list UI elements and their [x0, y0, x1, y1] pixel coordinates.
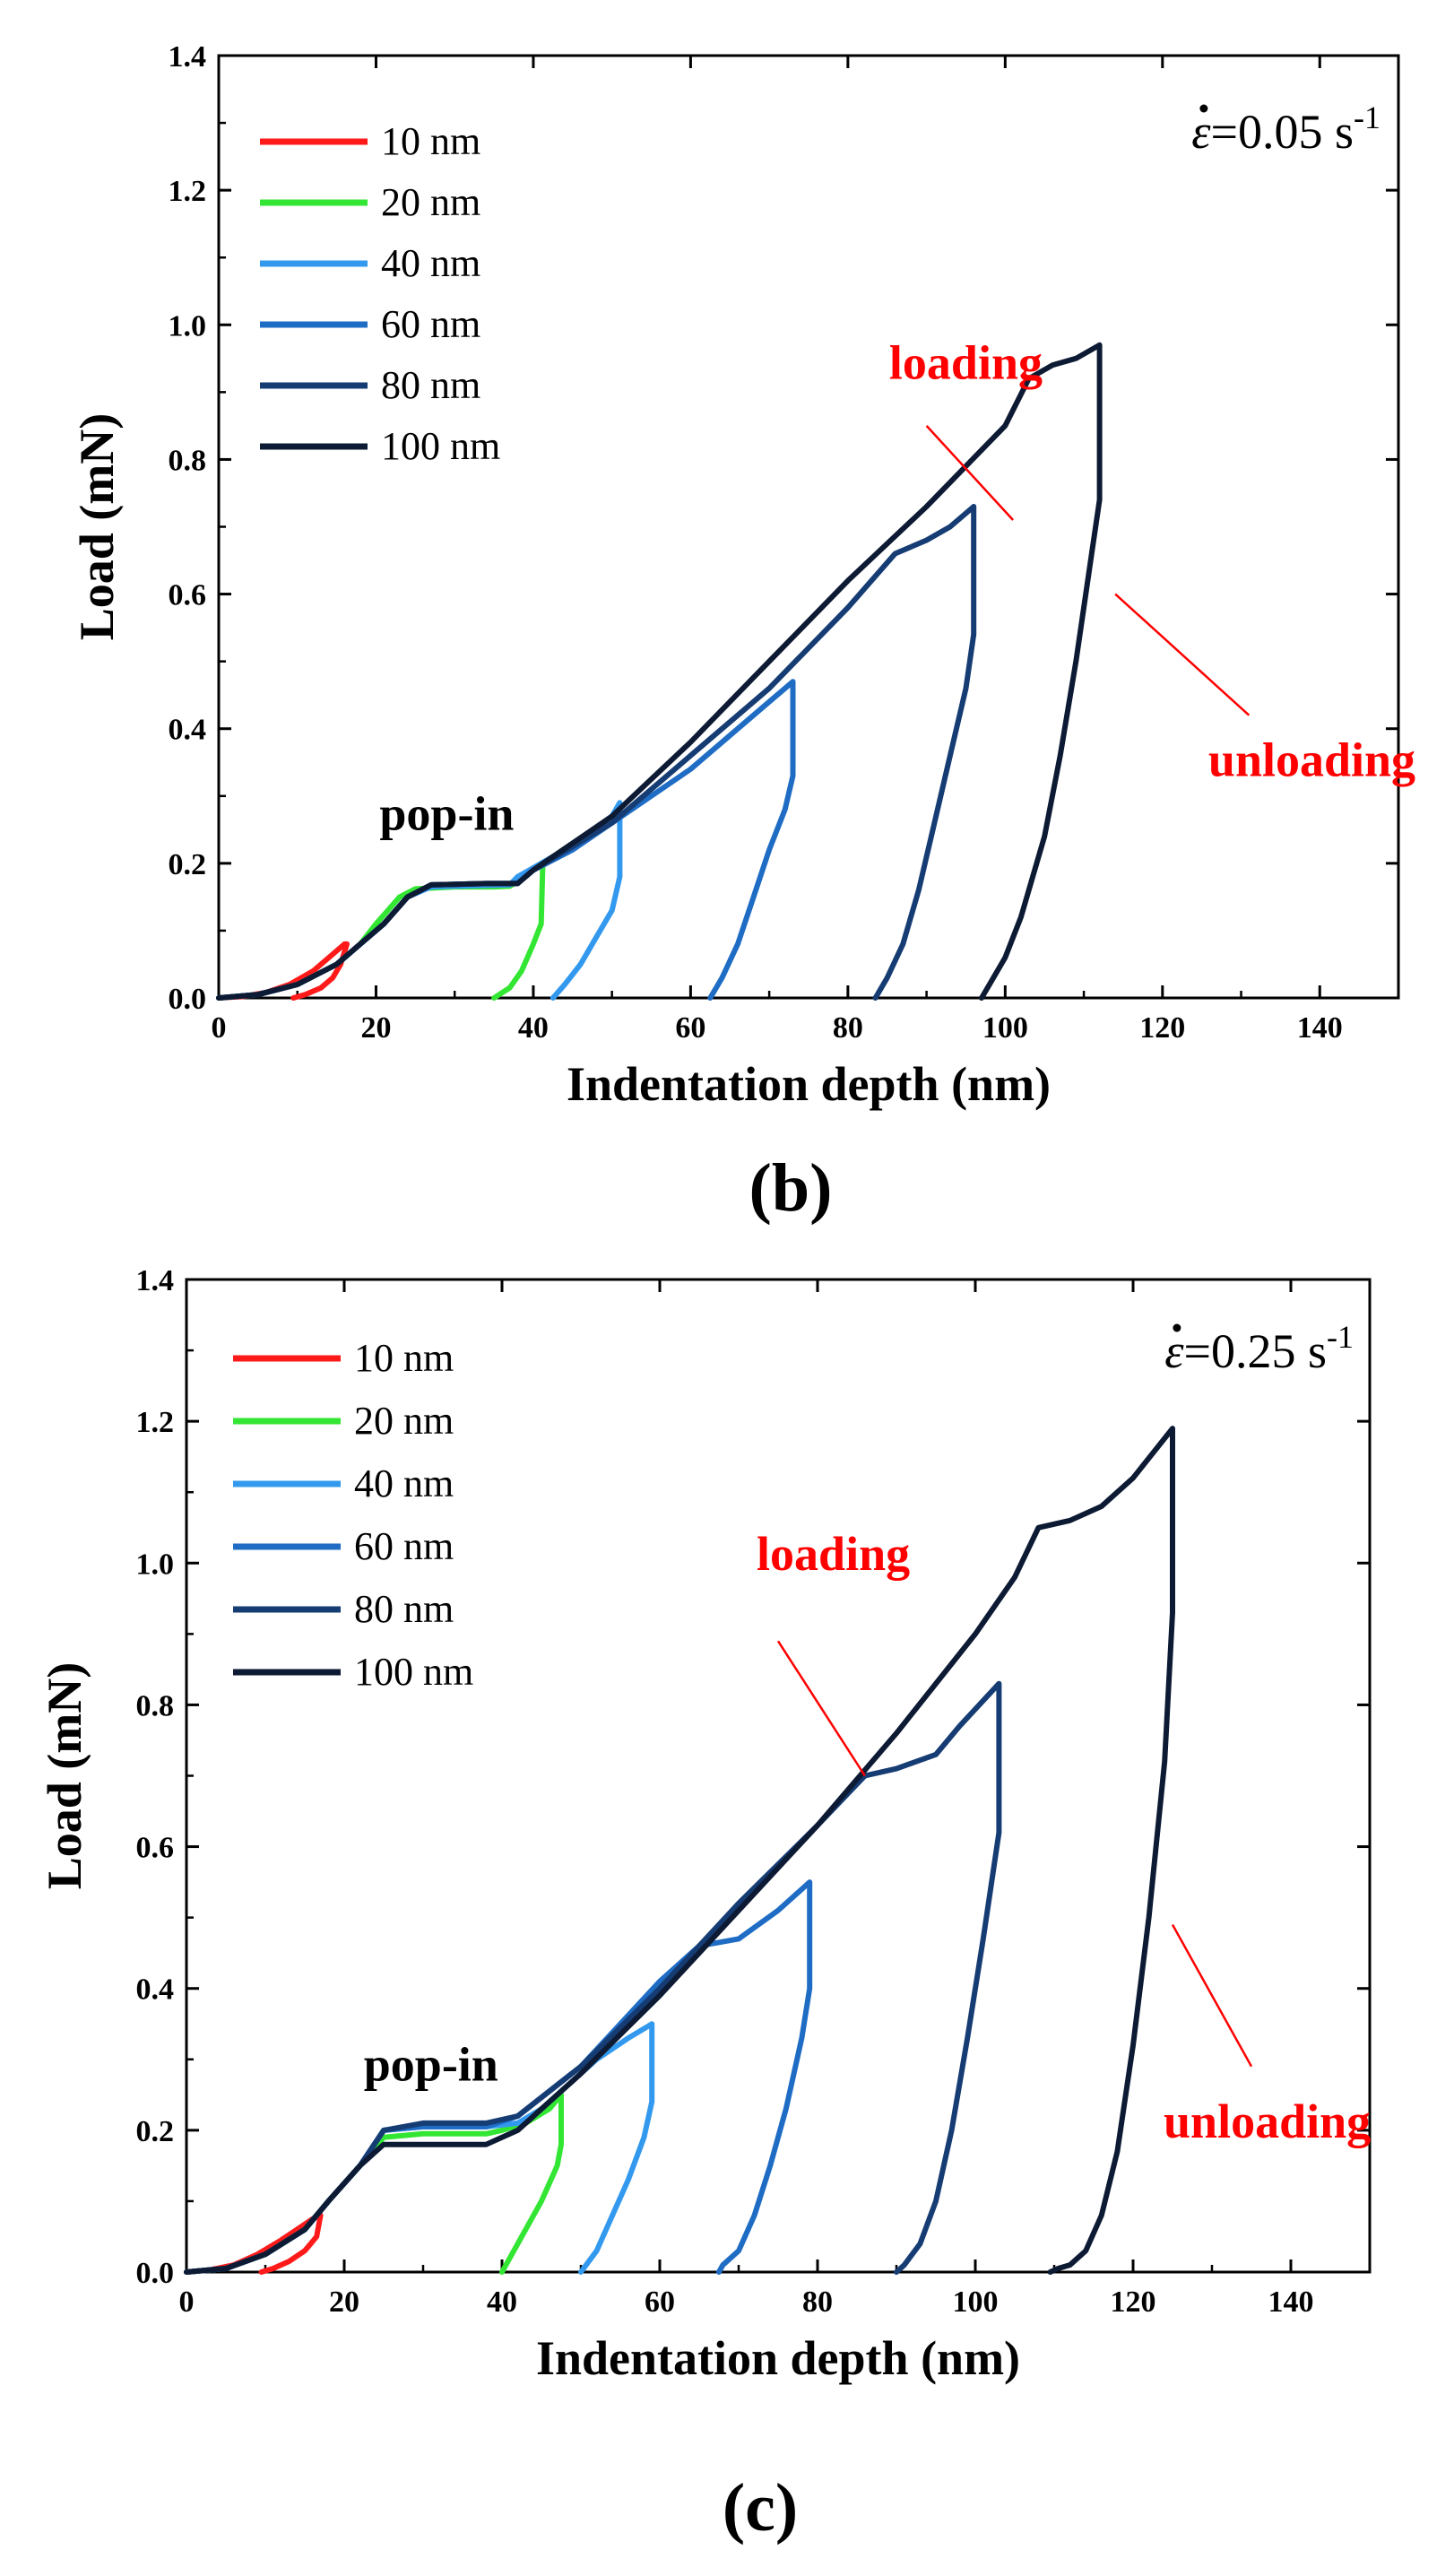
x-axis-label: Indentation depth (nm) [567, 1057, 1051, 1111]
annotation-pop-in: pop-in [379, 786, 514, 840]
legend-entry: 10 nm [354, 1336, 454, 1380]
x-tick-label: 0 [179, 2285, 195, 2319]
strain-rate-exponent: -1 [1327, 1319, 1354, 1355]
legend: 10 nm 20 nm 40 nm 60 nm 80 nm 100 nm [260, 119, 500, 468]
chart-panel-c: 0 20 40 60 80 100 120 140 0.0 0.2 0.4 0.6 0.8 1.0 1.2 1… [38, 1264, 1372, 2546]
x-tick-label: 40 [487, 2285, 517, 2319]
y-tick-label: 0.2 [169, 848, 207, 881]
x-tick-label: 100 [982, 1011, 1028, 1045]
y-tick-label: 0.4 [169, 714, 207, 747]
strain-rate-label: ε=0.25 s-1 [1164, 1319, 1354, 1378]
annotation-unloading: unloading [1164, 2095, 1371, 2148]
strain-rate-symbol: ε [1164, 1324, 1184, 1378]
y-tick-label: 0.0 [136, 2257, 175, 2290]
y-tick-label: 1.0 [136, 1548, 175, 1581]
x-axis-label: Indentation depth (nm) [536, 2331, 1020, 2385]
x-tick-label: 0 [212, 1011, 227, 1045]
y-axis-label: Load (mN) [38, 1662, 91, 1890]
y-tick-label: 0.6 [169, 579, 207, 612]
chart-panel-b: 0 20 40 60 80 100 120 140 0.0 0.2 0.4 0.6 0.8 1.0 1.2 1… [70, 40, 1415, 1226]
annotation-leader-line [776, 1640, 866, 1777]
legend-entry: 80 nm [381, 363, 480, 407]
y-tick-label: 0.4 [136, 1973, 175, 2007]
legend-entry: 60 nm [381, 302, 480, 346]
y-tick-label: 1.4 [169, 40, 207, 74]
strain-rate-dot [1173, 1323, 1181, 1332]
y-tick-label: 0.8 [169, 444, 207, 477]
y-tick-label: 1.0 [169, 309, 207, 343]
x-tick-label: 20 [329, 2285, 359, 2319]
annotation-leader-line [1114, 593, 1251, 716]
strain-rate-value: =0.05 s [1211, 105, 1354, 159]
strain-rate-dot [1199, 104, 1208, 113]
annotation-unloading: unloading [1208, 733, 1415, 786]
strain-rate-symbol: ε [1191, 105, 1211, 159]
legend-entry: 40 nm [354, 1461, 454, 1505]
x-tick-label: 40 [518, 1011, 549, 1045]
legend-entry: 100 nm [381, 424, 500, 468]
annotation-pop-in: pop-in [364, 2038, 498, 2092]
panel-label: (c) [723, 2470, 798, 2546]
annotation-leader-line [925, 425, 1015, 521]
x-tick-label: 80 [833, 1011, 863, 1045]
legend-entry: 40 nm [381, 241, 480, 285]
legend-entry: 100 nm [354, 1650, 473, 1694]
y-tick-label: 1.2 [136, 1406, 175, 1439]
annotation-leader-line [1171, 1923, 1253, 2068]
x-tick-label: 100 [953, 2285, 999, 2319]
x-tick-label: 80 [802, 2285, 833, 2319]
y-tick-label: 0.8 [136, 1689, 175, 1722]
legend: 10 nm 20 nm 40 nm 60 nm 80 nm 100 nm [233, 1336, 473, 1694]
legend-entry: 80 nm [354, 1587, 454, 1631]
series-line-100-nm [216, 342, 1103, 1001]
y-tick-label: 0.2 [136, 2115, 175, 2148]
y-tick-label: 1.4 [136, 1264, 175, 1297]
y-tick-label: 0.0 [169, 983, 207, 1016]
strain-rate-label: ε=0.05 s-1 [1191, 100, 1380, 159]
y-tick-label: 0.6 [136, 1832, 175, 1865]
legend-entry: 60 nm [354, 1524, 454, 1568]
strain-rate-exponent: -1 [1354, 100, 1380, 135]
x-tick-label: 140 [1268, 2285, 1314, 2319]
annotation-loading: loading [889, 335, 1043, 389]
y-tick-label: 1.2 [169, 175, 207, 208]
x-tick-label: 120 [1139, 1011, 1185, 1045]
annotation-loading: loading [757, 1527, 910, 1581]
legend-entry: 20 nm [381, 180, 480, 224]
panel-label: (b) [749, 1150, 833, 1226]
x-tick-label: 60 [645, 2285, 675, 2319]
y-axis-label: Load (mN) [70, 413, 124, 641]
x-tick-label: 120 [1111, 2285, 1156, 2319]
legend-entry: 20 nm [354, 1399, 454, 1443]
x-tick-label: 60 [675, 1011, 705, 1045]
strain-rate-value: =0.25 s [1184, 1324, 1327, 1378]
x-tick-label: 20 [360, 1011, 391, 1045]
legend-entry: 10 nm [381, 119, 480, 163]
series-line-100-nm [184, 1426, 1175, 2275]
x-tick-label: 140 [1297, 1011, 1343, 1045]
